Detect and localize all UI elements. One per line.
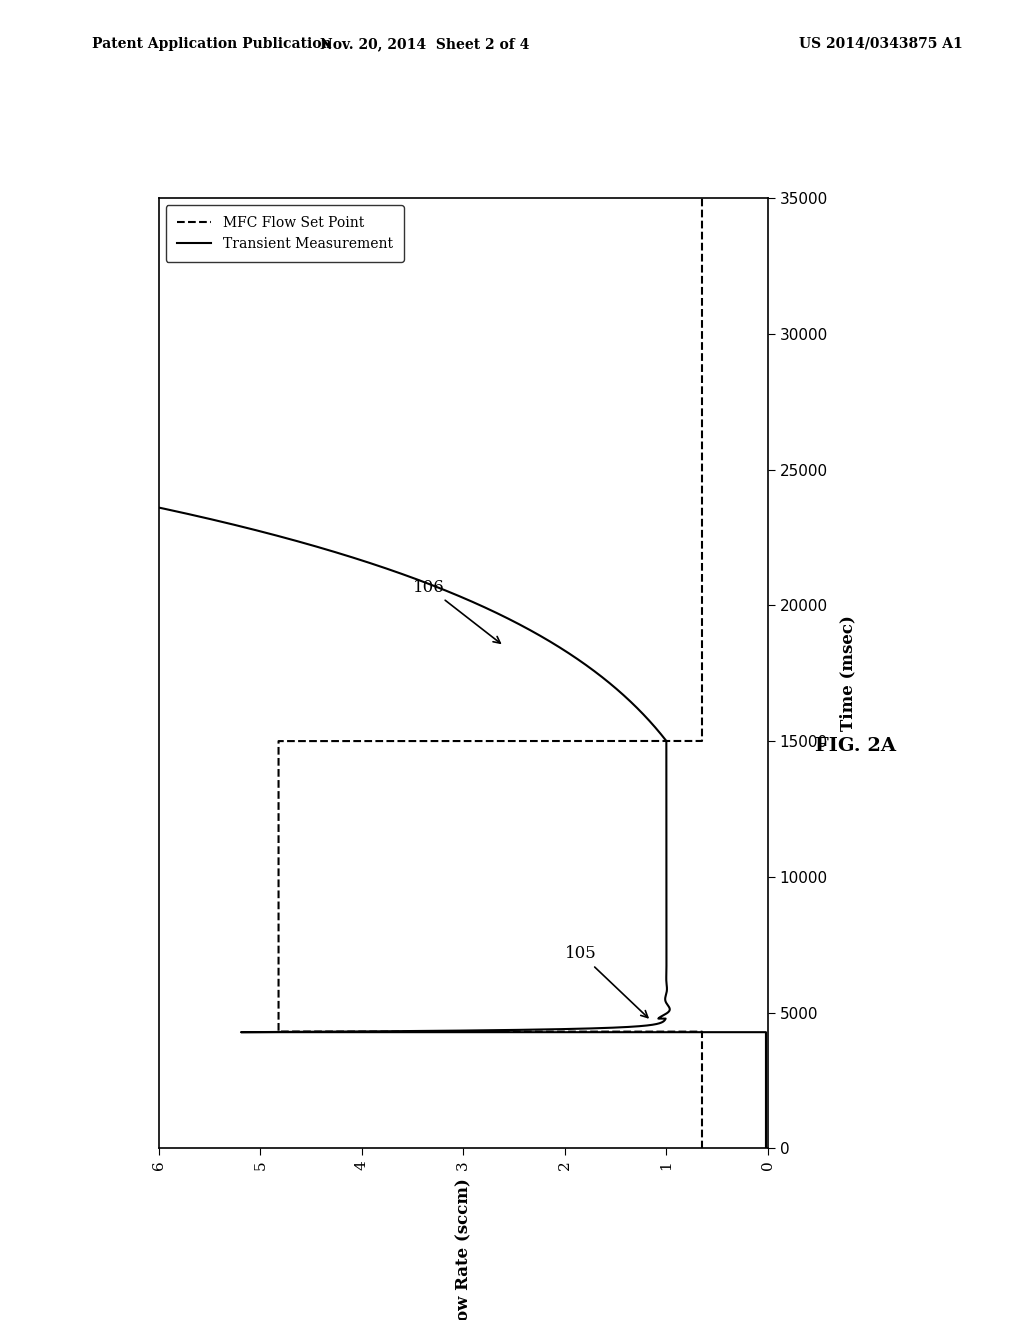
X-axis label: Flow Rate (sccm): Flow Rate (sccm) xyxy=(455,1179,472,1320)
Text: Patent Application Publication: Patent Application Publication xyxy=(92,37,332,51)
MFC Flow Set Point xyxy=(696,280,709,296)
Text: US 2014/0343875 A1: US 2014/0343875 A1 xyxy=(799,37,963,51)
MFC Flow Set Point xyxy=(696,1140,709,1156)
MFC Flow Set Point xyxy=(696,640,709,656)
MFC Flow Set Point xyxy=(696,1119,709,1135)
MFC Flow Set Point xyxy=(696,190,709,206)
Line: Transient Measurement: Transient Measurement xyxy=(0,198,766,1148)
Legend: MFC Flow Set Point, Transient Measurement: MFC Flow Set Point, Transient Measuremen… xyxy=(166,205,403,263)
Transient Measurement xyxy=(554,640,566,656)
Line: MFC Flow Set Point: MFC Flow Set Point xyxy=(279,198,702,1148)
Transient Measurement xyxy=(298,535,310,550)
Y-axis label: Time (msec): Time (msec) xyxy=(839,615,856,731)
Text: 105: 105 xyxy=(565,945,648,1018)
MFC Flow Set Point xyxy=(696,1024,709,1040)
Transient Measurement xyxy=(760,1119,772,1135)
MFC Flow Set Point xyxy=(696,236,709,252)
Text: 106: 106 xyxy=(413,578,501,643)
MFC Flow Set Point xyxy=(696,535,709,550)
Text: Nov. 20, 2014  Sheet 2 of 4: Nov. 20, 2014 Sheet 2 of 4 xyxy=(321,37,529,51)
Transient Measurement xyxy=(760,1140,772,1156)
Transient Measurement xyxy=(262,1024,274,1040)
Text: FIG. 2A: FIG. 2A xyxy=(814,737,896,755)
